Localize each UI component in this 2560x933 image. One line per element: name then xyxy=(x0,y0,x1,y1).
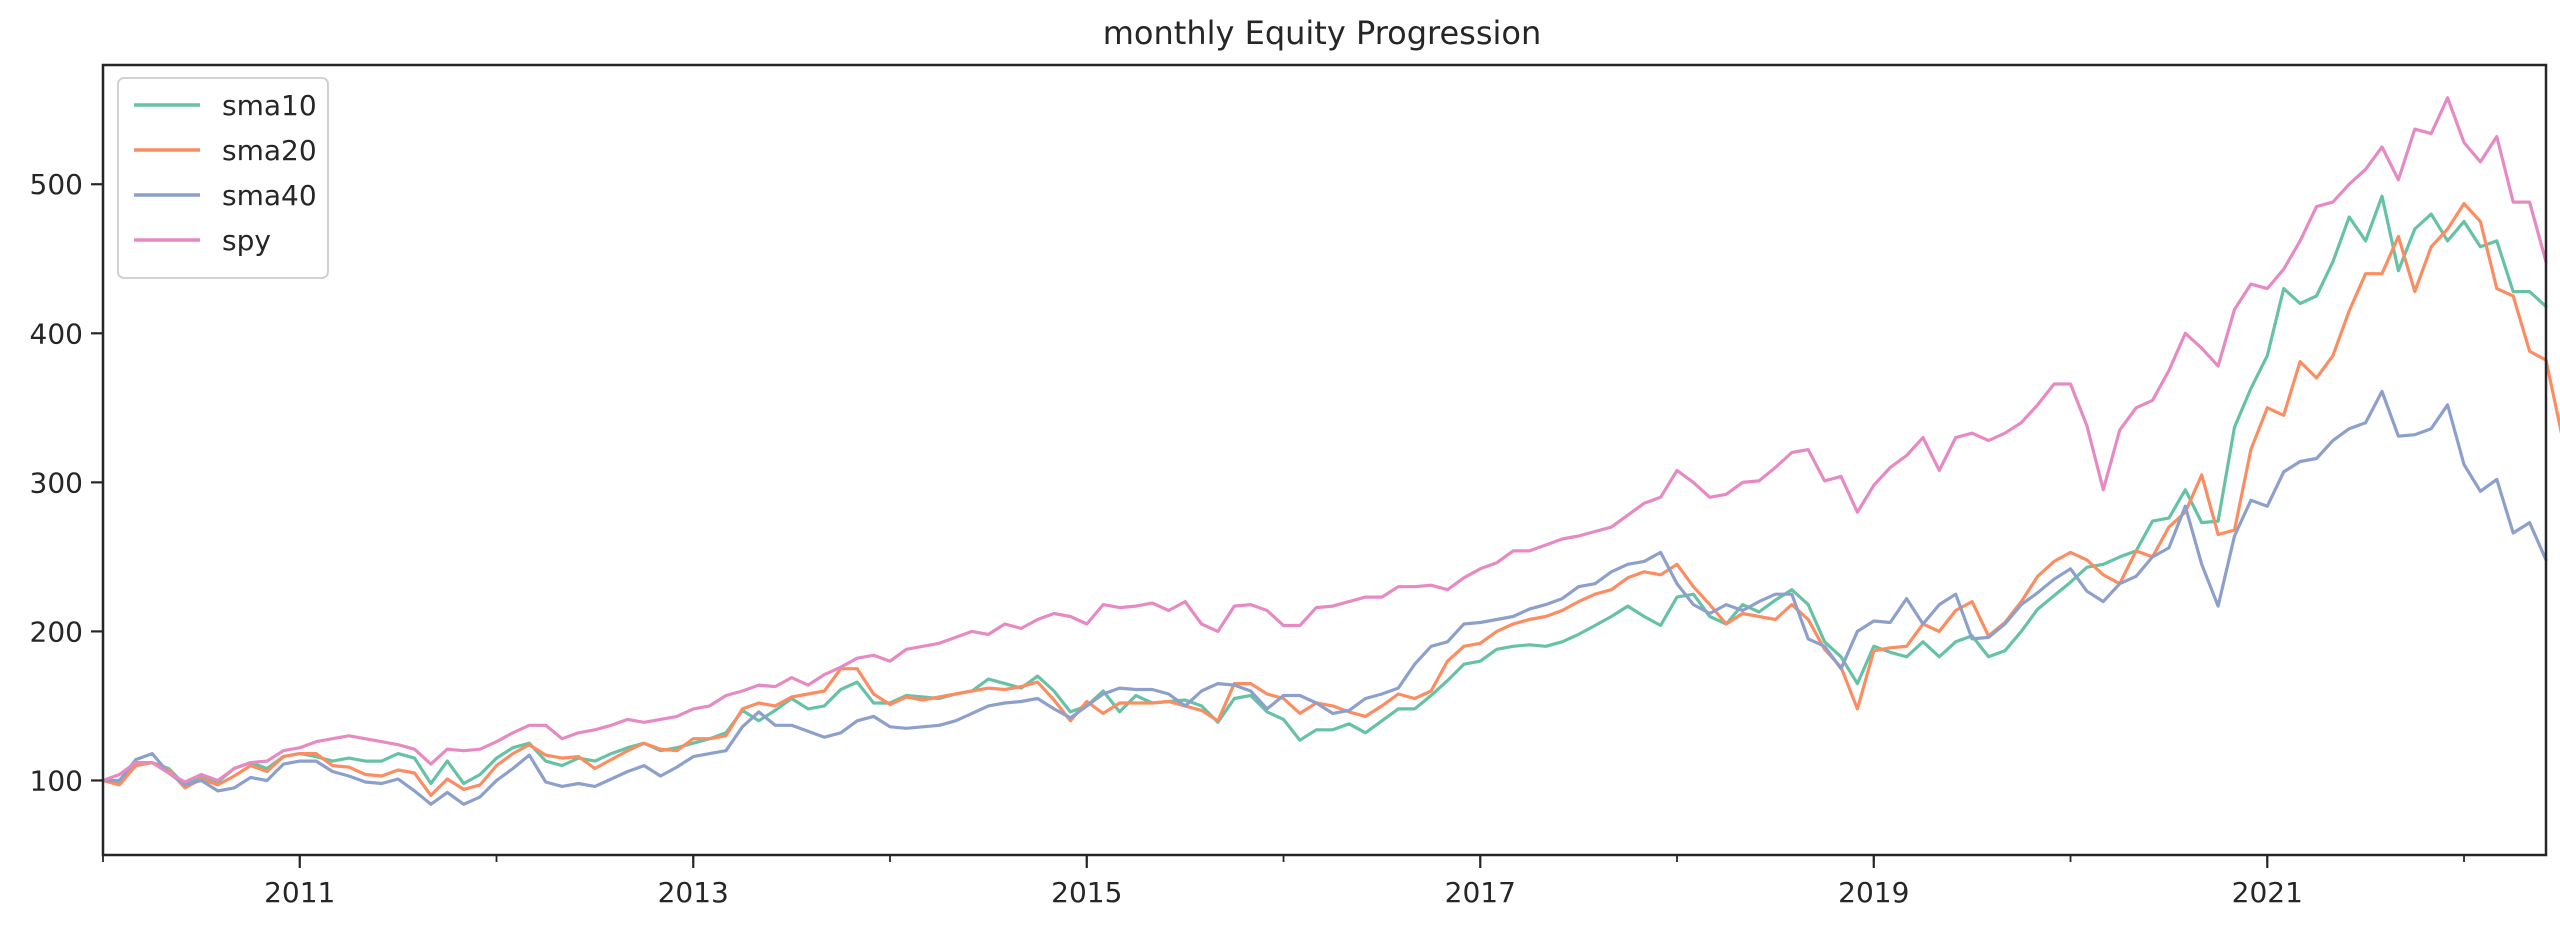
legend: sma10 sma20 sma40 spy xyxy=(117,77,329,279)
series-line-sma40 xyxy=(101,389,2548,806)
legend-label-sma10: sma10 xyxy=(222,89,317,122)
series-line-sma10 xyxy=(101,194,2548,787)
legend-box xyxy=(117,77,329,279)
x-tick-label-2013: 2013 xyxy=(658,876,729,909)
series-layer xyxy=(101,96,2560,806)
legend-label-sma40: sma40 xyxy=(222,179,317,212)
series-line-spy xyxy=(101,96,2548,784)
x-tick-label-2021: 2021 xyxy=(2232,876,2303,909)
plot-frame xyxy=(101,63,2548,857)
chart-title: monthly Equity Progression xyxy=(1103,14,1542,52)
legend-label-spy: spy xyxy=(222,224,271,257)
y-tick-label-400: 400 xyxy=(30,317,83,350)
legend-label-sma20: sma20 xyxy=(222,134,317,167)
x-tick-label-2019: 2019 xyxy=(1838,876,1909,909)
y-tick-label-200: 200 xyxy=(30,615,83,648)
y-tick-label-300: 300 xyxy=(30,466,83,499)
y-tick-label-500: 500 xyxy=(30,168,83,201)
y-tick-label-100: 100 xyxy=(30,764,83,797)
axes-layer: 100 200 300 400 500 2011 2013 2015 2017 2019 2021 xyxy=(30,63,2548,909)
x-tick-label-2011: 2011 xyxy=(264,876,335,909)
x-tick-label-2017: 2017 xyxy=(1445,876,1516,909)
x-tick-label-2015: 2015 xyxy=(1051,876,1122,909)
series-line-sma20 xyxy=(101,202,2560,798)
